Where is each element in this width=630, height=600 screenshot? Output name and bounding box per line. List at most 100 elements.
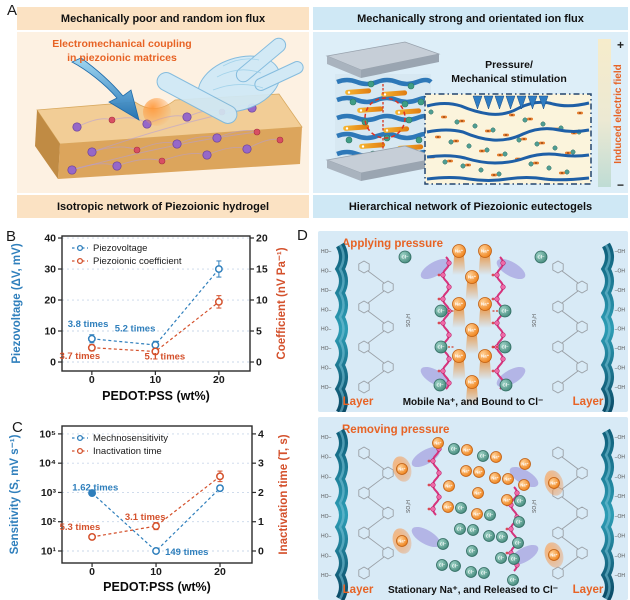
eutectogel-stack-illustration: Pressure/Mechanical stimulation + − Induced… [325, 38, 624, 192]
plot-border [61, 235, 251, 372]
svg-text:10²: 10² [41, 516, 57, 528]
cation-dot [112, 161, 122, 171]
sodium-ion [478, 297, 492, 311]
svg-text:Cl⁻: Cl⁻ [515, 541, 521, 546]
annotation: 3.1 times [125, 512, 166, 523]
sodium-ion [465, 323, 479, 337]
svg-text:Cl⁻: Cl⁻ [480, 454, 486, 459]
svg-text:Cl⁻: Cl⁻ [499, 535, 505, 540]
svg-text:10: 10 [150, 374, 162, 386]
panel-a-right-illustration: Pressure/Mechanical stimulation + − Induced… [313, 32, 628, 193]
chloride-ion [436, 559, 448, 571]
plot-border [61, 425, 253, 564]
svg-text:0: 0 [89, 374, 95, 386]
svg-text:10³: 10³ [41, 487, 57, 499]
pressure-triangle [505, 95, 516, 110]
chloride-ion [496, 531, 508, 543]
sodium-ion [442, 501, 454, 513]
hydroxyl-label: –OH [615, 553, 626, 559]
annotation: 3.7 times [59, 351, 100, 362]
svg-text:10: 10 [44, 326, 56, 338]
induced-field-label: Induced electric field [613, 64, 624, 163]
svg-text:Na⁺: Na⁺ [444, 505, 452, 510]
svg-text:Cl⁻: Cl⁻ [501, 309, 509, 314]
data-point [152, 547, 160, 555]
chloride-ion [466, 545, 478, 557]
data-point [152, 522, 160, 531]
pressure-triangle [472, 95, 483, 110]
hydroxyl-label: –OH [615, 346, 626, 352]
svg-text:Na⁺: Na⁺ [463, 448, 471, 453]
zoom-circle [364, 97, 406, 139]
svg-text:5: 5 [256, 326, 262, 338]
sodium-ion [465, 270, 479, 284]
chloride-ion [508, 553, 520, 565]
cation-dot [72, 122, 82, 132]
cation-dot [212, 133, 222, 143]
svg-text:10⁴: 10⁴ [39, 458, 56, 470]
svg-text:Cl⁻: Cl⁻ [470, 528, 476, 533]
anion-dot [253, 128, 261, 136]
panel-a-left-header: Mechanically poor and random ion flux [17, 7, 309, 30]
hydroxyl-label: –OH [615, 268, 626, 274]
cation-dot [202, 150, 212, 160]
svg-text:Cl⁻: Cl⁻ [469, 549, 475, 554]
svg-text:3: 3 [258, 458, 264, 470]
svg-text:Cl⁻: Cl⁻ [487, 513, 493, 518]
coupling-blob [420, 258, 450, 280]
svg-text:Cl⁻: Cl⁻ [502, 383, 510, 388]
annotation: 5.2 times [115, 324, 156, 335]
pressure-state-title: Removing pressure [342, 424, 449, 436]
panel-c-label: C [12, 419, 23, 436]
svg-text:Na⁺: Na⁺ [468, 328, 477, 333]
chloride-ion [477, 450, 489, 462]
sulfonate-label: SO₃H [406, 500, 412, 513]
sodium-ion [452, 297, 466, 311]
anion-dot [276, 136, 284, 144]
svg-text:Cl⁻: Cl⁻ [458, 506, 464, 511]
pressure-triangle [527, 95, 538, 110]
svg-text:2: 2 [258, 487, 264, 499]
finger-press-hand [156, 37, 304, 124]
press-glow [143, 98, 171, 126]
svg-text:Cl⁻: Cl⁻ [468, 570, 474, 575]
stimulus-line2: Mechanical stimulation [451, 73, 567, 85]
chloride-ion [398, 250, 412, 264]
svg-text:Na⁺: Na⁺ [550, 481, 558, 486]
hydroxyl-label: HO– [321, 249, 332, 255]
chloride-ion [449, 560, 461, 572]
data-point [216, 484, 224, 493]
sulfonate-label: SO₃H [532, 500, 538, 513]
svg-text:10: 10 [256, 294, 268, 306]
annotation: 1.62 times [72, 482, 118, 493]
pressure-triangle [516, 95, 527, 110]
svg-text:Na⁺: Na⁺ [481, 249, 490, 254]
hydroxyl-label: HO– [321, 327, 332, 333]
ion-channel-rod [381, 90, 408, 97]
svg-text:Cl⁻: Cl⁻ [440, 542, 446, 547]
hydroxyl-label: –OH [615, 288, 626, 294]
cation-dot [172, 139, 182, 149]
chloride-dot [345, 136, 353, 144]
coupling-annotation-line2: in piezoionic matrices [67, 52, 177, 64]
hydroxyl-label: HO– [321, 494, 332, 500]
chloride-dot [349, 98, 357, 106]
polymer-mesh: SO₃H [358, 446, 412, 580]
svg-text:Na⁺: Na⁺ [455, 249, 464, 254]
sodium-ion [473, 466, 485, 478]
chloride-ion [483, 530, 495, 542]
hydroxyl-label: –OH [615, 514, 626, 520]
hydroxyl-label: HO– [321, 366, 332, 372]
hydroxyl-label: HO– [321, 288, 332, 294]
svg-text:4: 4 [258, 428, 264, 440]
svg-text:Na⁺: Na⁺ [434, 441, 442, 446]
data-point [151, 341, 160, 349]
svg-text:Cl⁻: Cl⁻ [498, 556, 504, 561]
svg-text:Na⁺: Na⁺ [491, 476, 499, 481]
chloride-ion [434, 340, 448, 354]
svg-text:10⁵: 10⁵ [39, 428, 56, 440]
panel-a-label: A [7, 2, 18, 19]
chloride-ion [498, 340, 512, 354]
sulfonate-label: SO₃H [532, 314, 538, 327]
